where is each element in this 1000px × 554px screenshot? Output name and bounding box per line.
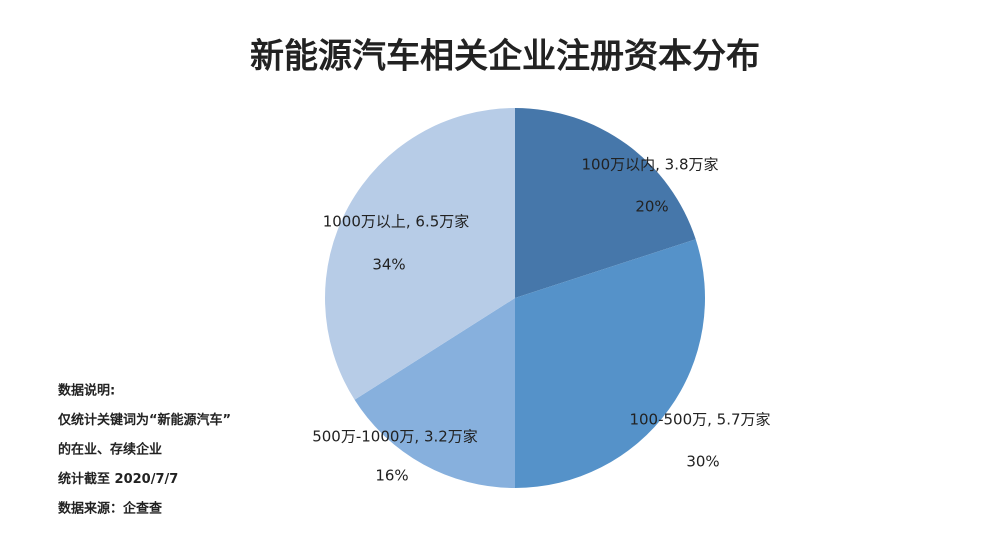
slice-label: 100-500万, 5.7万家	[629, 411, 770, 429]
note: 的在业、存续企业	[58, 442, 162, 458]
value-label: 20%	[635, 198, 668, 216]
pie-slice	[515, 239, 706, 488]
slice-label: 100万以内, 3.8万家	[581, 156, 718, 174]
slice-label: 1000万以上, 6.5万家	[323, 213, 470, 231]
value-label: 34%	[372, 256, 405, 274]
note: 数据来源：企查查	[58, 501, 163, 517]
value-label: 30%	[686, 453, 719, 471]
pie-slice	[354, 298, 515, 489]
slice-label: 500万-1000万, 3.2万家	[312, 428, 478, 446]
value-label: 16%	[375, 467, 408, 485]
pie-slice	[515, 108, 696, 298]
pie-slice	[325, 108, 515, 400]
chart-title: 新能源汽车相关企业注册资本分布	[250, 37, 760, 77]
note: 仅统计关键词为“新能源汽车”	[57, 412, 231, 428]
note: 数据说明:	[58, 383, 115, 399]
note: 统计截至 2020/7/7	[58, 471, 178, 487]
